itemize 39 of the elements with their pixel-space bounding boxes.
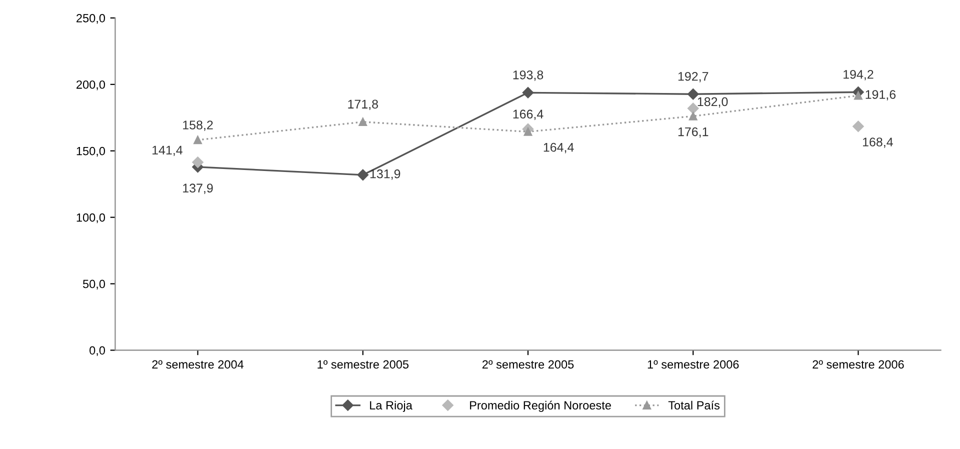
y-tick-label: 200,0 bbox=[76, 80, 106, 90]
x-tick-label: 1º semestre 2005 bbox=[318, 360, 409, 369]
point bbox=[852, 120, 864, 132]
data-label: 166,4 bbox=[513, 110, 544, 120]
data-label: 194,2 bbox=[844, 70, 874, 80]
legend-label: Total País bbox=[668, 400, 720, 410]
x-tick-label: 2º semestre 2005 bbox=[482, 360, 574, 369]
point bbox=[854, 91, 862, 100]
point bbox=[688, 88, 699, 100]
x-tick-label: 1º semestre 2006 bbox=[648, 360, 739, 369]
y-tick-label: 150,0 bbox=[76, 146, 106, 157]
data-label: 193,8 bbox=[513, 70, 544, 81]
data-label: 168,4 bbox=[863, 138, 893, 148]
data-label: 182,0 bbox=[698, 97, 728, 108]
data-label: 191,6 bbox=[866, 90, 896, 100]
data-label: 176,1 bbox=[678, 127, 708, 138]
point bbox=[688, 102, 699, 114]
legend-label: Promedio Región Noroeste bbox=[470, 400, 611, 412]
y-tick-label: 0,0 bbox=[90, 346, 106, 356]
data-label: 158,2 bbox=[183, 120, 213, 131]
x-tick-label: 2º semestre 2006 bbox=[812, 360, 904, 369]
legend-label: La Rioja bbox=[370, 400, 412, 412]
point bbox=[194, 136, 202, 144]
point bbox=[358, 118, 368, 126]
point bbox=[524, 128, 532, 136]
data-label: 164,4 bbox=[544, 142, 574, 154]
data-label: 137,9 bbox=[183, 184, 213, 194]
point bbox=[192, 156, 204, 168]
y-tick-label: 100,0 bbox=[76, 213, 106, 224]
data-label: 171,8 bbox=[348, 100, 378, 110]
point bbox=[688, 112, 698, 120]
data-label: 141,4 bbox=[152, 146, 182, 156]
point bbox=[357, 169, 368, 181]
data-label: 131,9 bbox=[370, 169, 400, 180]
y-tick-label: 250,0 bbox=[76, 14, 106, 24]
data-label: 192,7 bbox=[678, 72, 708, 82]
y-tick-label: 50,0 bbox=[82, 280, 106, 290]
x-tick-label: 2º semestre 2004 bbox=[152, 360, 244, 369]
point bbox=[522, 87, 534, 98]
